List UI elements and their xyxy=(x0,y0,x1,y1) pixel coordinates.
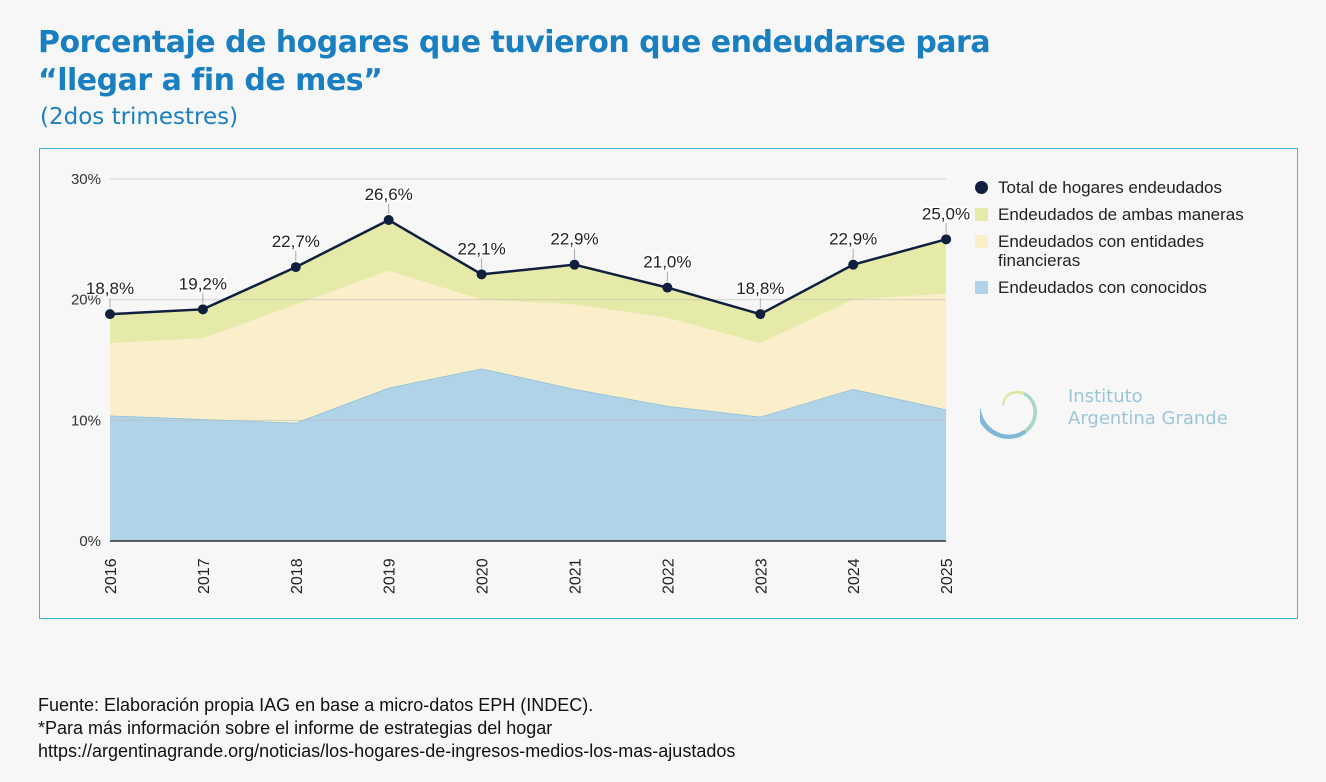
legend-label: Endeudados con entidades financieras xyxy=(998,232,1205,270)
y-tick-label: 20% xyxy=(71,292,101,309)
source-link[interactable]: https://argentinagrande.org/noticias/los… xyxy=(38,741,736,761)
total-point xyxy=(848,259,859,270)
total-point xyxy=(105,309,115,320)
total-point xyxy=(197,304,208,315)
legend: Total de hogares endeudados Endeudados d… xyxy=(974,178,1268,305)
title-line-1: Porcentaje de hogares que tuvieron que e… xyxy=(38,25,991,60)
x-tick-label: 2019 xyxy=(382,558,399,594)
x-tick-label: 2018 xyxy=(289,558,306,594)
legend-swatch-icon xyxy=(975,281,988,294)
x-tick-label: 2024 xyxy=(846,558,863,594)
data-label: 22,9% xyxy=(550,230,598,249)
legend-item-ambas: Endeudados de ambas maneras xyxy=(974,205,1268,224)
total-point xyxy=(383,215,394,226)
area-1 xyxy=(110,270,947,423)
total-line xyxy=(109,218,947,316)
data-label: 22,9% xyxy=(829,230,877,249)
x-tick-label: 2023 xyxy=(753,558,770,594)
chart-subtitle: (2dos trimestres) xyxy=(40,104,239,130)
legend-label: Total de hogares endeudados xyxy=(998,178,1223,197)
chart-frame xyxy=(39,148,1298,619)
legend-item-conocidos: Endeudados con conocidos xyxy=(974,278,1268,297)
data-label: 21,0% xyxy=(643,253,691,272)
total-point xyxy=(941,234,952,245)
legend-item-total: Total de hogares endeudados xyxy=(974,178,1268,197)
y-tick-label: 30% xyxy=(71,171,101,188)
logo-dot xyxy=(980,411,982,417)
data-label: 18,8% xyxy=(86,279,134,298)
data-label: 19,2% xyxy=(179,274,227,293)
x-tick-label: 2022 xyxy=(660,558,677,594)
area-0 xyxy=(110,368,947,541)
x-tick-label: 2020 xyxy=(475,558,492,594)
legend-dot-icon xyxy=(975,181,988,194)
logo-spiral-icon xyxy=(980,390,1038,440)
legend-label: Endeudados de ambas maneras xyxy=(998,205,1244,224)
logo-line-1: Instituto xyxy=(1068,386,1143,407)
total-point xyxy=(290,262,301,273)
total-point xyxy=(476,269,487,280)
data-label: 18,8% xyxy=(736,279,784,298)
data-label: 22,7% xyxy=(272,232,320,251)
iag-logo: Instituto Argentina Grande xyxy=(980,370,1228,446)
y-tick-label: 10% xyxy=(71,412,101,429)
data-label: 22,1% xyxy=(457,239,505,258)
total-point xyxy=(569,259,580,270)
total-point xyxy=(755,309,766,320)
legend-swatch-icon xyxy=(975,235,988,248)
footer: Fuente: Elaboración propia IAG en base a… xyxy=(38,694,735,763)
legend-swatch-icon xyxy=(975,208,988,221)
y-tick-label: 0% xyxy=(79,533,101,550)
x-tick-label: 2016 xyxy=(103,558,120,594)
title-line-2: “llegar a fin de mes” xyxy=(38,63,383,98)
legend-item-entidades: Endeudados con entidades financieras xyxy=(974,232,1268,270)
info-note: *Para más información sobre el informe d… xyxy=(38,718,553,738)
area-2 xyxy=(110,220,947,344)
logo-dot xyxy=(980,408,982,413)
legend-label: Endeudados con conocidos xyxy=(998,278,1207,297)
chart-title: Porcentaje de hogares que tuvieron que e… xyxy=(38,24,991,100)
x-tick-label: 2017 xyxy=(196,558,213,594)
source-note: Fuente: Elaboración propia IAG en base a… xyxy=(38,695,594,715)
data-label: 26,6% xyxy=(365,185,413,204)
x-tick-label: 2021 xyxy=(568,558,585,594)
x-tick-label: 2025 xyxy=(939,558,956,594)
total-point xyxy=(662,282,673,293)
logo-line-2: Argentina Grande xyxy=(1068,408,1228,429)
data-label: 25,0% xyxy=(922,204,970,223)
